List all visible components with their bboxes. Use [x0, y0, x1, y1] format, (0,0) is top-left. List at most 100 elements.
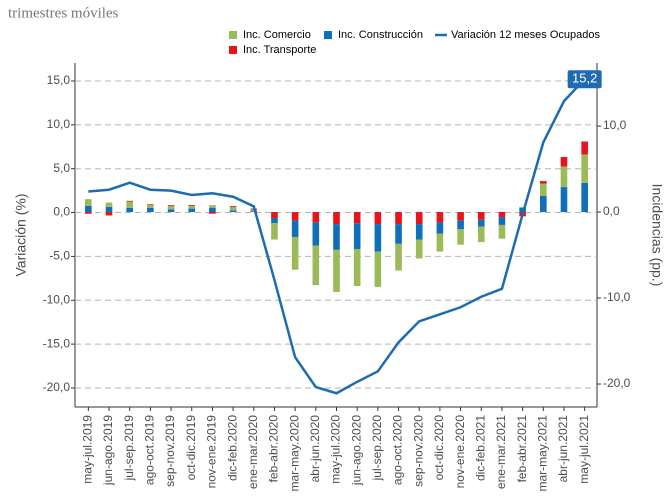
bar-segment	[209, 212, 216, 214]
x-tick-label: abr-jun.2021	[556, 415, 570, 483]
bar-segment	[353, 249, 361, 286]
bar-segment	[436, 212, 444, 223]
bar-segment	[560, 156, 568, 167]
bar-segment	[395, 224, 402, 244]
bar-segment	[457, 229, 464, 245]
bar-segment	[415, 239, 423, 259]
legend-swatch	[229, 31, 237, 39]
bar-segment	[188, 205, 196, 207]
line	[88, 78, 586, 395]
bar-segment	[477, 219, 485, 227]
bar-segment	[188, 206, 196, 209]
bar-segment	[539, 183, 547, 196]
x-tick-label: jun-ago.2020	[349, 415, 363, 486]
y-tick-label: 10,0	[47, 117, 71, 131]
bar-segment	[560, 187, 568, 213]
x-tick-label: dic-feb.2020	[225, 415, 239, 481]
bar-segment	[415, 212, 423, 225]
x-tick-label: ene-mar.2021	[494, 415, 508, 489]
x-tick-label: ago-oct.2019	[143, 415, 157, 485]
y2-tick-label: 10,0	[603, 118, 627, 132]
bar-segment	[126, 200, 134, 202]
chart-title: trimestres móviles	[8, 5, 119, 21]
y-tick-label: -5,0	[49, 249, 70, 263]
value-label-box	[567, 70, 602, 89]
bar-segment	[353, 212, 361, 224]
bar-segment	[85, 206, 92, 213]
bar-segment	[333, 212, 340, 225]
bar-segment	[105, 206, 113, 213]
bar-segment	[147, 205, 154, 208]
bar-segment	[312, 245, 320, 286]
bar-segment	[539, 181, 547, 184]
x-tick-label: may-jul.2019	[81, 415, 95, 484]
bar-segment	[457, 220, 464, 230]
bar-segment	[105, 202, 113, 207]
bar-segment	[105, 212, 113, 216]
bar-segment	[415, 224, 423, 240]
bar-segment	[229, 206, 237, 211]
bar-segment	[353, 223, 361, 250]
bar-segment	[188, 208, 196, 213]
y-tick-label: 0,0	[53, 205, 70, 219]
bar-segment	[477, 212, 485, 220]
bar-segment	[147, 207, 154, 213]
bar-segment	[85, 199, 92, 207]
x-tick-label: jul-sep.2019	[122, 415, 136, 482]
bar-segment	[271, 223, 278, 240]
legend-label: Inc. Construcción	[338, 29, 423, 41]
x-tick-label: oct-dic.2019	[184, 415, 198, 481]
bar-segment	[167, 205, 175, 207]
x-tick-label: sep-nov.2019	[163, 415, 177, 487]
bar-segment	[477, 226, 485, 243]
bar-segment	[539, 195, 547, 213]
bar-segment	[271, 212, 278, 219]
bar-segment	[147, 204, 154, 206]
bar-segment	[395, 212, 402, 225]
bar-segment	[395, 243, 402, 271]
y2-tick-label: -10,0	[603, 290, 631, 304]
bar-segment	[167, 209, 175, 213]
y2-tick-label: 0,0	[603, 204, 620, 218]
bar-segment	[312, 222, 320, 246]
x-tick-label: jun-ago.2019	[101, 415, 115, 486]
y-tick-label: 15,0	[47, 73, 71, 87]
bar-segment	[436, 233, 444, 252]
x-tick-label: ago-oct.2020	[391, 415, 405, 485]
bar-segment	[581, 141, 588, 155]
bar-segment	[519, 206, 526, 208]
x-tick-label: feb-abr.2021	[515, 415, 529, 483]
x-tick-label: abr-jun.2020	[308, 415, 322, 483]
bar-segment	[126, 201, 134, 208]
bar-segment	[167, 206, 175, 210]
x-tick-label: may-jul.2021	[577, 415, 591, 484]
legend-swatch	[229, 46, 237, 54]
x-tick-label: ene-mar.2020	[246, 415, 260, 489]
y2-tick-label: -20,0	[603, 376, 631, 390]
x-tick-label: mar-may.2021	[535, 415, 549, 492]
y-tick-label: 5,0	[53, 161, 70, 175]
value-label: 15,2	[572, 71, 597, 86]
y2-axis-label: Incidencias (pp.)	[649, 184, 665, 287]
bar-segment	[498, 217, 506, 225]
bar-segment	[126, 207, 134, 213]
legend-label: Inc. Comercio	[243, 29, 311, 41]
x-tick-label: mar-may.2020	[287, 415, 301, 492]
y-tick-label: -20,0	[43, 380, 71, 394]
y-axis-label: Variación (%)	[13, 194, 29, 277]
x-tick-label: oct-dic.2020	[432, 415, 446, 481]
bar-segment	[374, 212, 382, 225]
bar-segment	[85, 212, 92, 214]
bar-segment	[581, 154, 588, 183]
bar-segment	[209, 205, 216, 208]
bar-segment	[312, 212, 320, 223]
x-tick-label: dic-feb.2021	[473, 415, 487, 481]
bar-segment	[291, 212, 299, 221]
x-tick-label: may-jul.2020	[329, 415, 343, 484]
bar-segment	[209, 207, 216, 213]
y-tick-label: -10,0	[43, 292, 71, 306]
x-tick-label: nov-ene.2020	[453, 415, 467, 489]
legend-swatch	[324, 31, 332, 39]
bar-segment	[374, 224, 382, 252]
